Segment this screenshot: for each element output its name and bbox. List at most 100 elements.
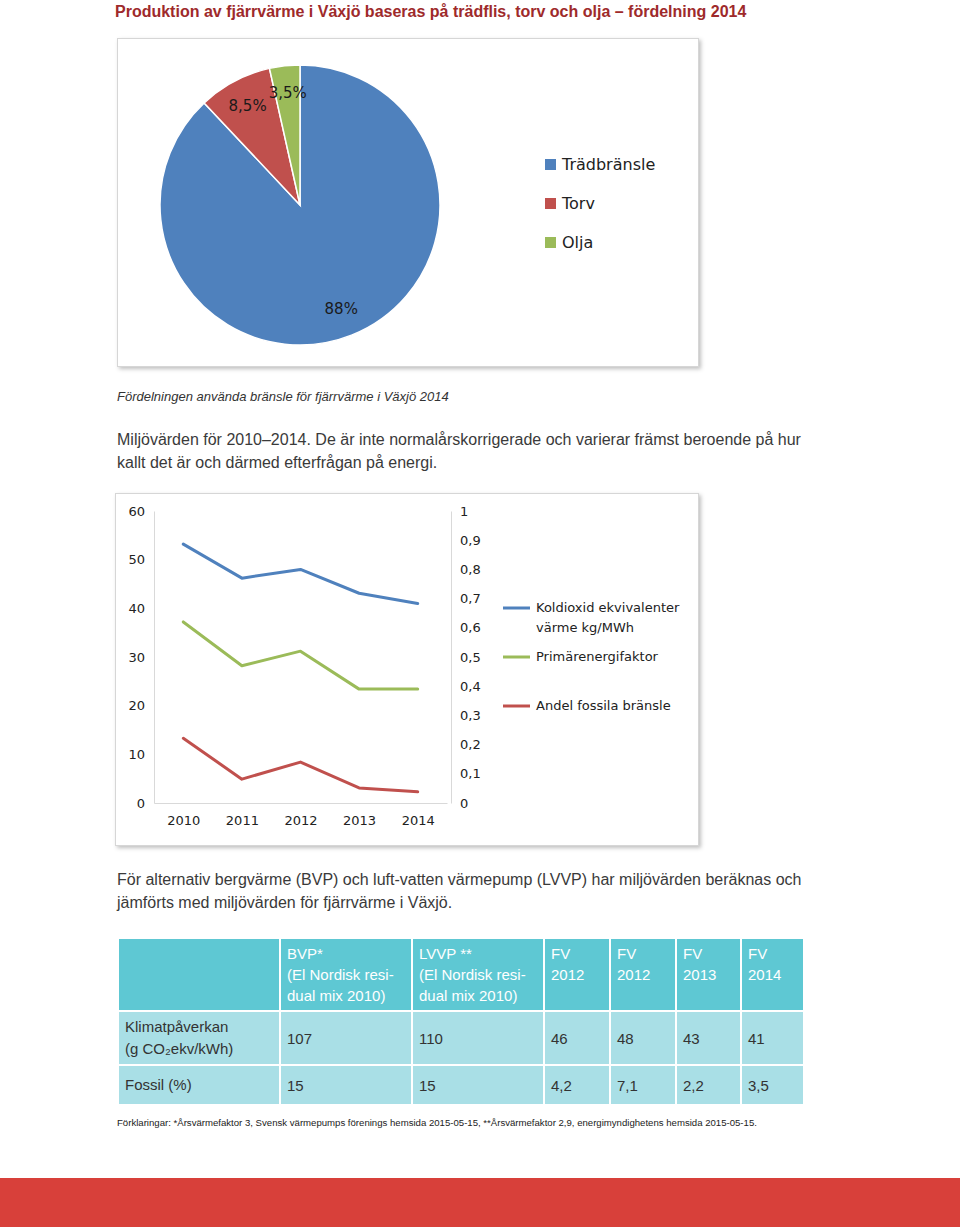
line-series <box>183 738 417 792</box>
legend-item: Torv <box>545 194 595 213</box>
title: Produktion av fjärrvärme i Växjö baseras… <box>115 3 746 21</box>
line-series <box>183 544 417 603</box>
header-text: dual mix 2010) <box>287 985 405 1006</box>
header-cell: FV2014 <box>741 938 804 1011</box>
tick: 10 <box>128 747 154 762</box>
tick-label: 0,7 <box>460 591 481 606</box>
tick: 2010 <box>167 803 200 828</box>
tick: 50 <box>128 552 154 567</box>
header-text: BVP* <box>287 943 405 964</box>
footnote: Förklaringar: *Årsvärmefaktor 3, Svensk … <box>117 1117 757 1128</box>
tick: 0 <box>451 796 468 811</box>
table-header: BVP*(El Nordisk resi-dual mix 2010)LVVP … <box>118 938 804 1011</box>
legend: Koldioxid ekvivalenter värme kg/MWh Primä… <box>503 600 683 713</box>
tick-label: 50 <box>128 552 145 567</box>
row-label-text: Fossil (%) <box>125 1074 273 1096</box>
tick-label: 0,5 <box>460 650 481 665</box>
header-text: dual mix 2010) <box>419 985 537 1006</box>
header-text: FV <box>683 943 734 964</box>
tick: 0,2 <box>451 737 481 752</box>
tick: 0,3 <box>451 708 481 723</box>
legend-label: Torv <box>561 194 595 213</box>
header-cell: BVP*(El Nordisk resi-dual mix 2010) <box>280 938 412 1011</box>
x-axis: 20102011201220132014 <box>155 803 448 828</box>
cell: 15 <box>280 1065 412 1105</box>
legend: Trädbränsle Torv Olja <box>545 155 655 252</box>
tick-label: 30 <box>128 650 145 665</box>
data-label: 3,5% <box>269 84 307 102</box>
tick: 0,6 <box>451 620 481 635</box>
header-cell <box>118 938 280 1011</box>
axis-line <box>451 512 452 804</box>
tick-label: 40 <box>128 601 145 616</box>
table-row: Klimatpåverkan(g CO₂ekv/kWh)107110464843… <box>118 1011 804 1065</box>
tick: 30 <box>128 650 154 665</box>
header-cell: FV2012 <box>610 938 676 1011</box>
header-text: LVVP ** <box>419 943 537 964</box>
tick-label: 2014 <box>402 813 435 828</box>
tick: 2014 <box>402 803 435 828</box>
tick-label: 0,4 <box>460 679 481 694</box>
tick: 40 <box>128 601 154 616</box>
tick-label: 2011 <box>226 813 259 828</box>
tick: 1 <box>451 504 468 519</box>
table-row: Fossil (%)15154,27,12,23,5 <box>118 1065 804 1105</box>
footer-bar <box>0 1178 960 1227</box>
tick-label: 60 <box>128 504 145 519</box>
tick-label: 0,3 <box>460 708 481 723</box>
cell: 48 <box>610 1011 676 1065</box>
pie-slice <box>160 65 440 345</box>
legend-item: Trädbränsle <box>545 155 655 174</box>
row-label: Fossil (%) <box>118 1065 280 1105</box>
line-series <box>183 622 417 689</box>
tick: 60 <box>128 504 154 519</box>
header-text: FV <box>748 943 797 964</box>
tick: 0,9 <box>451 533 481 548</box>
legend-label: Koldioxid ekvivalenter värme kg/MWh <box>536 600 683 635</box>
row-label: Klimatpåverkan(g CO₂ekv/kWh) <box>118 1011 280 1065</box>
legend-swatch <box>545 159 556 170</box>
legend-swatch <box>545 237 556 248</box>
data-label: 8,5% <box>229 97 267 115</box>
legend-label: Primärenergifaktor <box>536 649 659 664</box>
cell: 46 <box>544 1011 610 1065</box>
legend-swatch <box>503 607 530 610</box>
axis-line <box>155 803 448 804</box>
header-text: FV <box>617 943 669 964</box>
cell: 2,2 <box>676 1065 741 1105</box>
tick-label: 0,2 <box>460 737 481 752</box>
legend-label: Trädbränsle <box>561 155 655 174</box>
tick-label: 10 <box>128 747 145 762</box>
tick: 2011 <box>226 803 259 828</box>
tick: 0,1 <box>451 766 481 781</box>
header-cell: FV2013 <box>676 938 741 1011</box>
header-cell: FV2012 <box>544 938 610 1011</box>
header-cell: LVVP **(El Nordisk resi-dual mix 2010) <box>412 938 544 1011</box>
tick-label: 0,1 <box>460 766 481 781</box>
plot-area <box>183 544 417 792</box>
legend-swatch <box>503 656 530 659</box>
cell: 43 <box>676 1011 741 1065</box>
tick-label: 2010 <box>167 813 200 828</box>
tick: 0 <box>137 796 154 811</box>
cell: 7,1 <box>610 1065 676 1105</box>
tick-label: 0 <box>137 796 145 811</box>
tick: 0,5 <box>451 650 481 665</box>
tick-label: 0,9 <box>460 533 481 548</box>
tick: 20 <box>128 698 154 713</box>
table: BVP*(El Nordisk resi-dual mix 2010)LVVP … <box>117 937 805 1106</box>
tick-label: 0,8 <box>460 562 481 577</box>
legend-swatch <box>503 705 530 708</box>
header-text: (El Nordisk resi- <box>287 964 405 985</box>
cell: 110 <box>412 1011 544 1065</box>
legend-item: Andel fossila bränsle <box>503 698 671 713</box>
tick: 0,7 <box>451 591 481 606</box>
header-text: (El Nordisk resi- <box>419 964 537 985</box>
cell: 3,5 <box>741 1065 804 1105</box>
cell: 107 <box>280 1011 412 1065</box>
cell: 15 <box>412 1065 544 1105</box>
legend-label: Olja <box>562 233 593 252</box>
tick: 0,8 <box>451 562 481 577</box>
cell: 41 <box>741 1011 804 1065</box>
tick-label: 2013 <box>343 813 376 828</box>
